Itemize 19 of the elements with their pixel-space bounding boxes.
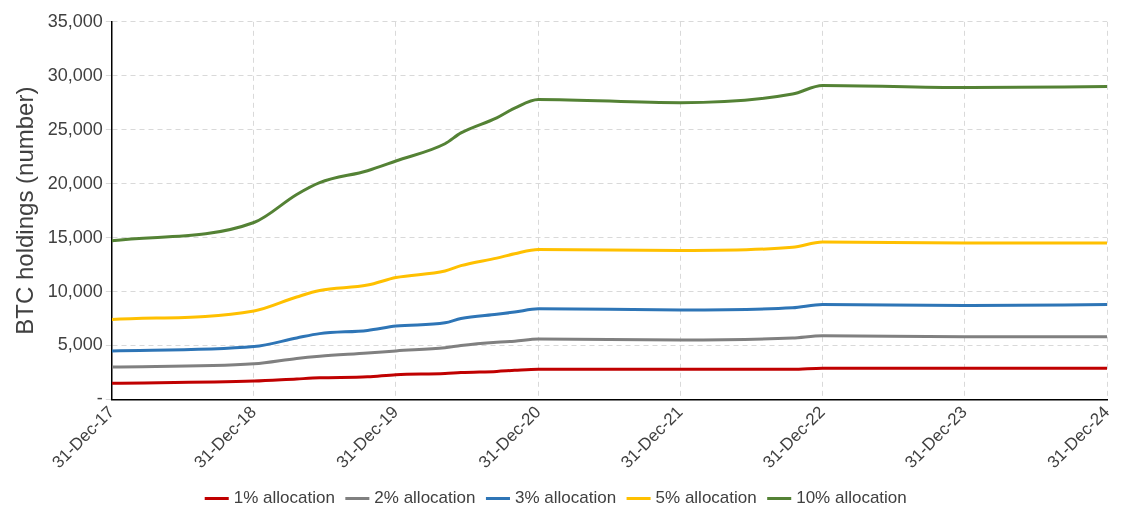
legend-label: 10% allocation (796, 488, 907, 508)
legend-label: 2% allocation (374, 488, 476, 508)
line-series (111, 83, 1107, 243)
line-series (111, 240, 1107, 322)
y-tick-label: 20,000 (47, 172, 103, 193)
y-tick-label: - (96, 388, 103, 409)
line-series (111, 334, 1107, 369)
y-tick-label: 10,000 (47, 280, 103, 301)
line-series (111, 303, 1107, 353)
y-axis-title: BTC holdings (number) (11, 86, 39, 335)
y-tick-label: 15,000 (47, 226, 103, 247)
legend-label: 5% allocation (655, 488, 757, 508)
line-series (111, 366, 1107, 385)
y-tick-label: 35,000 (47, 10, 103, 31)
y-tick-label: 30,000 (47, 64, 103, 85)
legend-label: 1% allocation (233, 488, 335, 508)
legend-label: 3% allocation (514, 488, 617, 508)
y-tick-label: 5,000 (57, 334, 103, 355)
y-tick-label: 25,000 (47, 118, 103, 139)
